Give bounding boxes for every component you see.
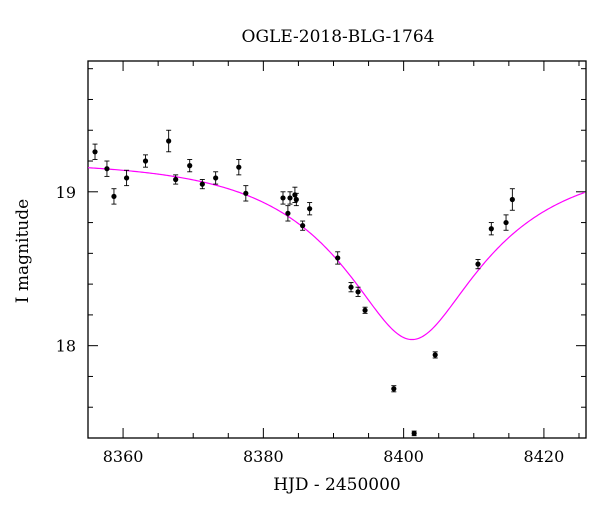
data-point bbox=[213, 171, 219, 185]
data-point bbox=[391, 385, 397, 393]
point-marker bbox=[280, 195, 286, 201]
point-marker bbox=[391, 386, 397, 392]
data-point bbox=[362, 306, 368, 314]
data-point bbox=[335, 251, 341, 265]
point-marker bbox=[293, 196, 299, 203]
model-curve bbox=[87, 167, 585, 341]
x-tick-label: 8380 bbox=[243, 447, 284, 466]
data-point bbox=[300, 220, 306, 231]
point-marker bbox=[432, 352, 438, 358]
point-marker bbox=[111, 193, 117, 200]
point-marker bbox=[285, 210, 291, 216]
data-point bbox=[285, 205, 291, 222]
point-marker bbox=[503, 219, 509, 226]
y-axis-label: I magnitude bbox=[13, 199, 33, 303]
point-marker bbox=[243, 190, 249, 196]
data-point bbox=[509, 188, 515, 211]
data-point bbox=[488, 222, 494, 236]
point-marker bbox=[92, 149, 98, 155]
point-marker bbox=[411, 430, 417, 436]
point-marker bbox=[142, 158, 149, 164]
point-marker bbox=[348, 284, 354, 290]
point-marker bbox=[213, 175, 219, 181]
data-point bbox=[92, 143, 98, 160]
data-point bbox=[243, 185, 249, 202]
data-points bbox=[92, 129, 515, 437]
point-marker bbox=[123, 175, 130, 181]
point-marker bbox=[166, 138, 172, 144]
data-point bbox=[236, 159, 242, 176]
data-point bbox=[293, 192, 299, 207]
data-point bbox=[411, 430, 417, 437]
point-marker bbox=[236, 164, 242, 170]
data-point bbox=[111, 188, 117, 205]
point-marker bbox=[104, 166, 110, 172]
point-marker bbox=[488, 226, 494, 232]
point-marker bbox=[355, 289, 361, 295]
data-point bbox=[307, 202, 313, 216]
point-marker bbox=[362, 307, 368, 313]
x-axis-label: HJD - 2450000 bbox=[273, 475, 401, 495]
data-point bbox=[166, 129, 172, 153]
point-marker bbox=[287, 195, 293, 201]
data-point bbox=[199, 179, 205, 190]
data-point bbox=[173, 174, 179, 185]
axis-ticks bbox=[87, 61, 586, 439]
point-marker bbox=[307, 206, 313, 212]
data-point bbox=[104, 160, 110, 177]
x-tick-label: 8360 bbox=[103, 447, 144, 466]
data-point bbox=[355, 286, 361, 297]
x-tick-label: 8400 bbox=[383, 447, 424, 466]
point-marker bbox=[187, 163, 193, 169]
data-point bbox=[287, 191, 293, 205]
plot-frame bbox=[87, 60, 587, 439]
data-point bbox=[280, 191, 286, 205]
point-marker bbox=[173, 176, 179, 183]
data-point bbox=[348, 282, 354, 293]
data-point bbox=[475, 259, 481, 270]
y-tick-label: 18 bbox=[56, 337, 76, 356]
point-marker bbox=[509, 196, 515, 203]
data-point bbox=[187, 159, 193, 173]
point-marker bbox=[199, 181, 205, 187]
y-tick-label: 19 bbox=[56, 183, 76, 202]
data-point bbox=[142, 154, 149, 168]
data-point bbox=[123, 169, 130, 187]
point-marker bbox=[475, 261, 481, 267]
x-tick-label: 8420 bbox=[524, 447, 565, 466]
chart-title: OGLE-2018-BLG-1764 bbox=[242, 27, 435, 47]
tick-labels: 8360 8380 8400 8420 18 19 bbox=[56, 183, 565, 466]
data-point bbox=[432, 351, 438, 359]
point-marker bbox=[300, 223, 306, 229]
point-marker bbox=[335, 255, 341, 261]
data-point bbox=[503, 214, 509, 231]
